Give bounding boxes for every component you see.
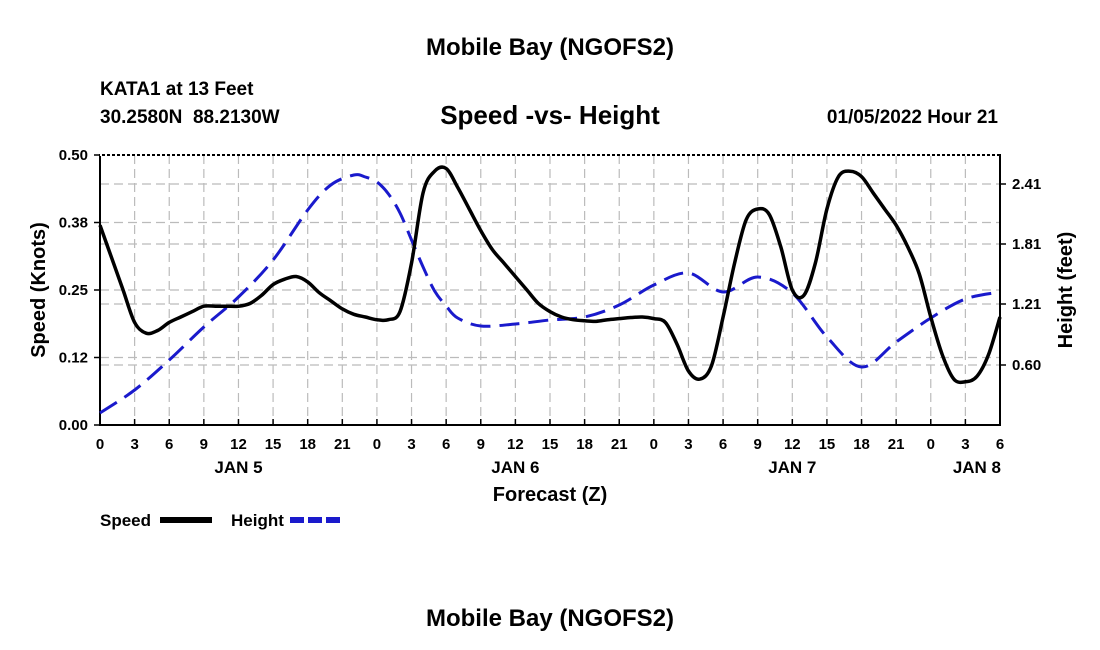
- x-axis-label: Forecast (Z): [493, 484, 607, 506]
- y2-tick-label: 0.60: [1012, 357, 1041, 374]
- x-tick-label: 0: [927, 436, 935, 453]
- x-tick-label: 18: [299, 436, 316, 453]
- x-tick-label: 12: [507, 436, 524, 453]
- page-title-bottom: Mobile Bay (NGOFS2): [426, 605, 674, 632]
- day-label: JAN 5: [214, 458, 262, 477]
- y-tick-label: 0.25: [59, 282, 88, 299]
- legend-height-label: Height: [231, 511, 284, 530]
- page-title: Mobile Bay (NGOFS2): [426, 34, 674, 61]
- x-tick-label: 6: [719, 436, 727, 453]
- y2-tick-label: 1.21: [1012, 296, 1041, 313]
- y-tick-label: 0.12: [59, 350, 88, 367]
- x-tick-label: 0: [96, 436, 104, 453]
- y2-axis-ticks: 0.60 1.21 1.81 2.41: [1000, 176, 1041, 374]
- x-tick-label: 3: [130, 436, 138, 453]
- x-tick-label: 15: [542, 436, 559, 453]
- x-tick-label: 9: [200, 436, 208, 453]
- x-tick-label: 3: [961, 436, 969, 453]
- x-tick-label: 12: [230, 436, 247, 453]
- y-axis-label: Speed (Knots): [28, 222, 50, 358]
- x-tick-label: 6: [996, 436, 1004, 453]
- x-tick-label: 3: [407, 436, 415, 453]
- station-coords: 30.2580N 88.2130W: [100, 107, 280, 128]
- x-tick-label: 3: [684, 436, 692, 453]
- y2-tick-label: 2.41: [1012, 176, 1041, 193]
- y-tick-label: 0.38: [59, 215, 88, 232]
- y-axis-ticks: 0.00 0.12 0.25 0.38 0.50: [59, 147, 100, 434]
- x-tick-label: 6: [165, 436, 173, 453]
- x-tick-label: 15: [819, 436, 836, 453]
- y2-axis-label: Height (feet): [1055, 232, 1077, 349]
- x-tick-label: 0: [373, 436, 381, 453]
- x-tick-label: 18: [853, 436, 870, 453]
- chart-title: Speed -vs- Height: [440, 100, 660, 130]
- x-tick-label: 12: [784, 436, 801, 453]
- x-tick-label: 21: [611, 436, 628, 453]
- y-tick-label: 0.00: [59, 417, 88, 434]
- x-tick-label: 15: [265, 436, 282, 453]
- x-axis-ticks: 0 3 6 9 12 15 18 21 0 3 6 9 12 15 18 21 0 3 6 9 12 15 18 21 0 3 6: [96, 419, 1004, 453]
- speed-series-line: [98, 165, 1002, 385]
- legend-speed-label: Speed: [100, 511, 151, 530]
- x-tick-label: 9: [477, 436, 485, 453]
- height-series-line: [99, 173, 1001, 415]
- station-name: KATA1 at 13 Feet: [100, 79, 254, 100]
- x-tick-label: 0: [650, 436, 658, 453]
- day-label: JAN 6: [491, 458, 539, 477]
- day-label: JAN 7: [768, 458, 816, 477]
- x-tick-label: 21: [888, 436, 905, 453]
- x-tick-label: 6: [442, 436, 450, 453]
- forecast-datetime: 01/05/2022 Hour 21: [827, 107, 999, 128]
- grid: [100, 155, 1000, 425]
- x-tick-label: 9: [754, 436, 762, 453]
- legend: Speed Height: [100, 511, 342, 530]
- x-tick-label: 18: [576, 436, 593, 453]
- y2-tick-label: 1.81: [1012, 236, 1041, 253]
- y-tick-label: 0.50: [59, 147, 88, 164]
- day-labels: JAN 5 JAN 6 JAN 7 JAN 8: [214, 458, 1001, 477]
- day-label: JAN 8: [953, 458, 1001, 477]
- x-tick-label: 21: [334, 436, 351, 453]
